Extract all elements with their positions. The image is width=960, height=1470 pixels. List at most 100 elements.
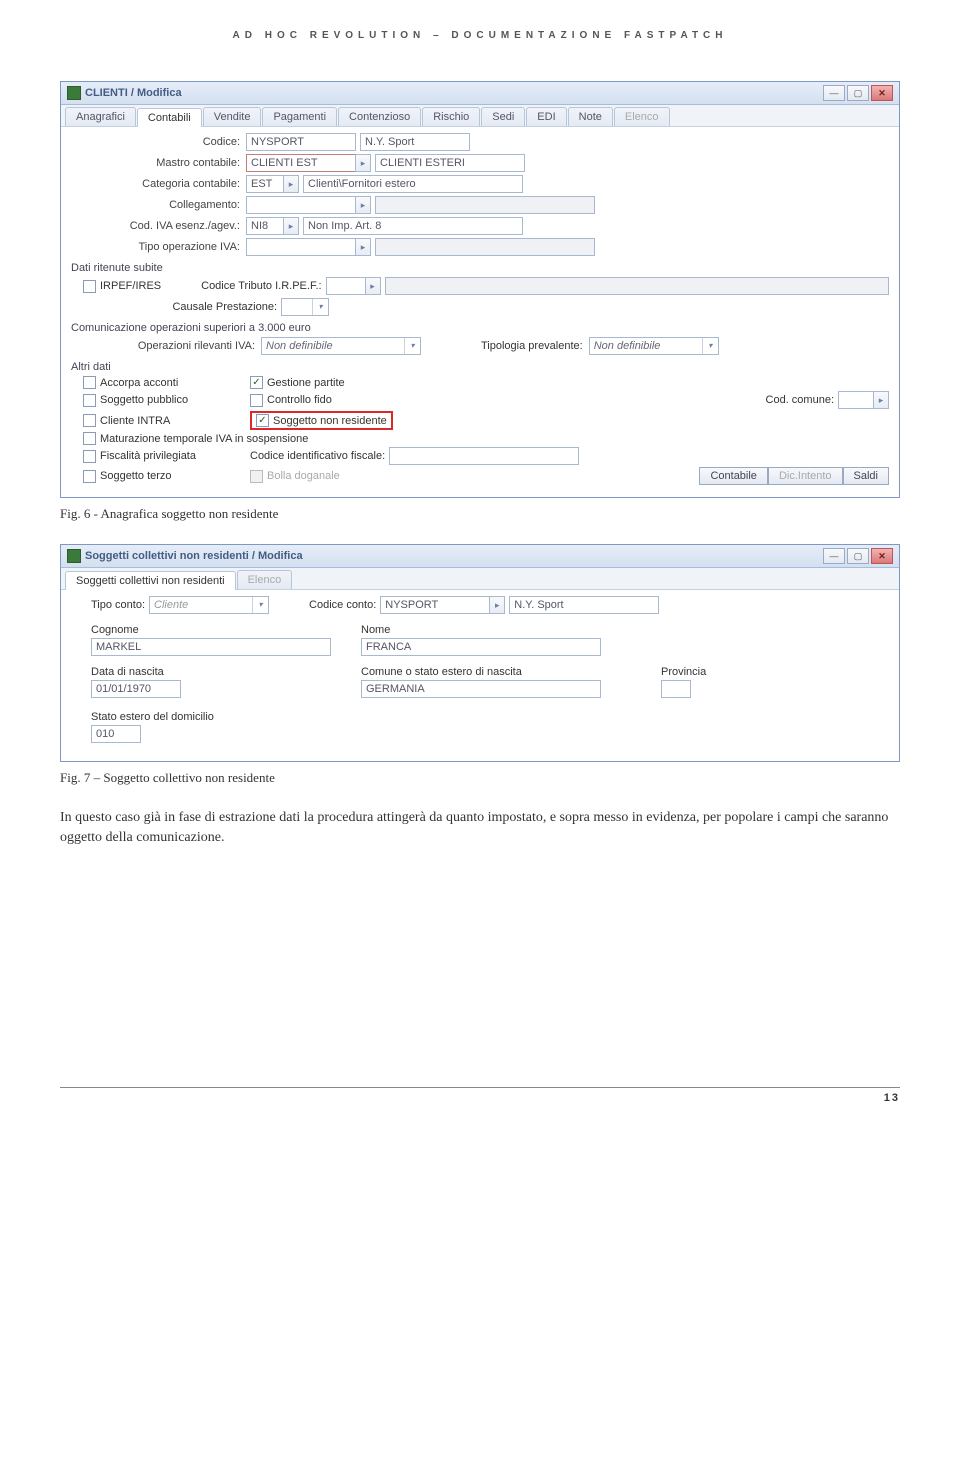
tab-elenco[interactable]: Elenco [614,107,670,126]
section-ritenute: Dati ritenute subite [71,262,889,274]
label-cod-comune: Cod. comune: [766,394,834,406]
window-soggetti: Soggetti collettivi non residenti / Modi… [60,544,900,762]
btn-saldi[interactable]: Saldi [843,467,889,485]
tab-soggetti[interactable]: Soggetti collettivi non residenti [65,571,236,590]
tab-elenco2[interactable]: Elenco [237,570,293,589]
label-tip-prev: Tipologia prevalente: [481,340,583,352]
page-footer: 13 [60,1087,900,1104]
caption-fig6: Fig. 6 - Anagrafica soggetto non residen… [60,506,900,522]
tab-anagrafici[interactable]: Anagrafici [65,107,136,126]
cod-conto-lookup[interactable]: ▸ [489,596,505,614]
op-rilevanti-dropdown[interactable]: Non definibile▾ [261,337,421,355]
chk-controllo[interactable] [250,394,263,407]
cod-conto-input[interactable]: NYSPORT [380,596,490,614]
mastro-lookup[interactable]: ▸ [355,154,371,172]
iva-desc: Non Imp. Art. 8 [303,217,523,235]
tip-prev-dropdown[interactable]: Non definibile▾ [589,337,719,355]
data-nascita-input[interactable]: 01/01/1970 [91,680,181,698]
tabs: Anagrafici Contabili Vendite Pagamenti C… [61,105,899,127]
label-codice: Codice: [71,136,246,148]
maximize-button[interactable]: ▢ [847,85,869,101]
iva-lookup[interactable]: ▸ [283,217,299,235]
titlebar: CLIENTI / Modifica — ▢ ✕ [61,82,899,105]
provincia-input[interactable] [661,680,691,698]
label-iva: Cod. IVA esenz./agev.: [71,220,246,232]
titlebar2: Soggetti collettivi non residenti / Modi… [61,545,899,568]
label-tipo-conto: Tipo conto: [91,599,145,611]
tab-sedi[interactable]: Sedi [481,107,525,126]
lbl-bolla: Bolla doganale [267,470,340,482]
caption-fig7: Fig. 7 – Soggetto collettivo non residen… [60,770,900,786]
chk-gestione[interactable]: ✓ [250,376,263,389]
collegamento-input[interactable] [246,196,356,214]
close-button[interactable]: ✕ [871,85,893,101]
cognome-input[interactable]: MARKEL [91,638,331,656]
window-clienti: CLIENTI / Modifica — ▢ ✕ Anagrafici Cont… [60,81,900,498]
chk-soggetto-nr[interactable]: ✓ [256,414,269,427]
nome-input[interactable]: FRANCA [361,638,601,656]
comune-input[interactable]: GERMANIA [361,680,601,698]
collegamento-lookup[interactable]: ▸ [355,196,371,214]
cod-tributo-lookup[interactable]: ▸ [365,277,381,295]
codice-desc: N.Y. Sport [360,133,470,151]
label-op-rilevanti: Operazioni rilevanti IVA: [71,340,261,352]
doc-header: AD HOC REVOLUTION – DOCUMENTAZIONE FASTP… [60,30,900,41]
page-number: 13 [884,1092,900,1104]
btn-dic-intento[interactable]: Dic.Intento [768,467,843,485]
chk-soggetto-pub[interactable] [83,394,96,407]
tipo-conto-dropdown[interactable]: Cliente▾ [149,596,269,614]
tab-contabili[interactable]: Contabili [137,108,202,127]
chk-maturazione[interactable] [83,432,96,445]
window-icon [67,86,81,100]
label-comune: Comune o stato estero di nascita [361,666,641,678]
cod-tributo-input[interactable] [326,277,366,295]
minimize-button[interactable]: — [823,85,845,101]
chk-soggetto-terzo[interactable] [83,470,96,483]
chk-accorpa[interactable] [83,376,96,389]
btn-contabile[interactable]: Contabile [699,467,767,485]
tipo-op-desc [375,238,595,256]
section-altri: Altri dati [71,361,889,373]
chk-bolla [250,470,263,483]
section-3000: Comunicazione operazioni superiori a 3.0… [71,322,889,334]
codice-input[interactable]: NYSPORT [246,133,356,151]
causale-dropdown[interactable]: ▾ [281,298,329,316]
minimize-button[interactable]: — [823,548,845,564]
stato-input[interactable]: 010 [91,725,141,743]
window-icon [67,549,81,563]
lbl-soggetto-pub: Soggetto pubblico [100,394,250,406]
mastro-input[interactable]: CLIENTI EST [246,154,356,172]
window-title: CLIENTI / Modifica [85,87,182,99]
close-button[interactable]: ✕ [871,548,893,564]
tab-rischio[interactable]: Rischio [422,107,480,126]
chk-fiscalita[interactable] [83,450,96,463]
tab-edi[interactable]: EDI [526,107,566,126]
cod-comune-input[interactable] [838,391,874,409]
cod-comune-lookup[interactable]: ▸ [873,391,889,409]
tab-contenzioso[interactable]: Contenzioso [338,107,421,126]
tipo-op-input[interactable] [246,238,356,256]
label-nome: Nome [361,624,611,636]
tab-note[interactable]: Note [568,107,613,126]
label-categoria: Categoria contabile: [71,178,246,190]
cod-id-fiscale-input[interactable] [389,447,579,465]
label-cod-tributo: Codice Tributo I.R.PE.F.: [201,280,321,292]
label-cod-conto: Codice conto: [309,599,376,611]
label-provincia: Provincia [661,666,751,678]
chk-irpef[interactable] [83,280,96,293]
cod-tributo-desc [385,277,889,295]
body-paragraph: In questo caso già in fase di estrazione… [60,808,900,847]
categoria-input[interactable]: EST [246,175,284,193]
tab-vendite[interactable]: Vendite [203,107,262,126]
tipo-op-lookup[interactable]: ▸ [355,238,371,256]
highlight-soggetto-nr: ✓ Soggetto non residente [250,411,393,430]
categoria-lookup[interactable]: ▸ [283,175,299,193]
label-cod-id-fiscale: Codice identificativo fiscale: [250,450,385,462]
maximize-button[interactable]: ▢ [847,548,869,564]
iva-input[interactable]: NI8 [246,217,284,235]
tab-pagamenti[interactable]: Pagamenti [262,107,337,126]
chk-cliente-intra[interactable] [83,414,96,427]
label-mastro: Mastro contabile: [71,157,246,169]
label-cognome: Cognome [91,624,341,636]
form-body2: Tipo conto: Cliente▾ Codice conto: NYSPO… [61,590,899,761]
